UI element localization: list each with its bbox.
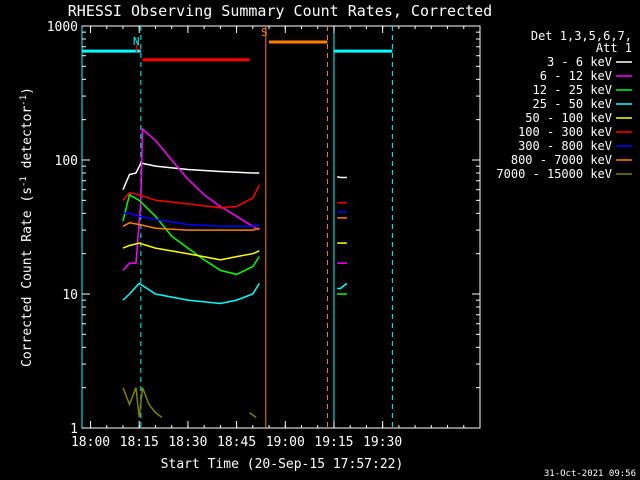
y-tick-label: 10	[62, 288, 78, 303]
series-line-6-12-kev	[122, 127, 260, 271]
plot-frame	[81, 25, 481, 429]
y-tick-label: 1	[70, 422, 78, 437]
y-axis-ticks: 1 10 100 1000	[47, 20, 480, 437]
y-axis-label-end: )	[20, 87, 35, 95]
legend-label-800-7000-kev: 800 - 7000 keV	[511, 153, 612, 167]
time-markers	[81, 26, 393, 428]
x-tick-label: 18:30	[168, 435, 207, 450]
series-line-7000-15000-kev	[122, 387, 163, 419]
x-tick-label: 18:15	[120, 435, 159, 450]
legend-label-7000-15000-kev: 7000 - 15000 keV	[496, 167, 612, 181]
legend-label-6-12-kev: 6 - 12 keV	[540, 69, 612, 83]
x-axis-label: Start Time (20-Sep-15 17:57:22)	[161, 457, 404, 472]
series-line-25-50-kev	[337, 282, 348, 290]
legend-label-300-800-kev: 300 - 800 keV	[518, 139, 612, 153]
series-line-50-100-kev	[122, 242, 260, 261]
legend-header-1: Det 1,3,5,6,7,	[531, 29, 632, 43]
x-tick-label: 18:45	[217, 435, 256, 450]
y-tick-label: 1000	[47, 20, 78, 35]
flag-label-s: S	[261, 26, 268, 39]
timestamp: 31-Oct-2021 09:56	[544, 469, 636, 479]
series-line-7000-15000-kev	[249, 412, 257, 419]
series-line-3-6-kev	[337, 175, 347, 179]
legend-label-50-100-kev: 50 - 100 keV	[525, 111, 612, 125]
y-axis-label: Corrected Count Rate (s-1 detector-1)	[19, 87, 35, 367]
y-axis-label-sup1: -1	[19, 176, 29, 187]
flag-label-n: N	[133, 35, 140, 48]
x-axis-ticks: 18:00 18:15 18:30 18:45 19:00 19:15 19:30	[71, 26, 481, 450]
chart-title: RHESSI Observing Summary Count Rates, Co…	[68, 2, 492, 20]
series-line-25-50-kev	[122, 282, 260, 305]
series-line-3-6-kev	[122, 162, 260, 190]
series-line-100-300-kev	[122, 184, 260, 209]
series-line-800-7000-kev	[122, 222, 260, 231]
flag-bars: NF S	[82, 26, 393, 62]
flag-label-f: F	[134, 44, 141, 57]
series-group	[122, 127, 348, 419]
x-tick-label: 19:15	[314, 435, 353, 450]
legend-label-25-50-kev: 25 - 50 keV	[533, 97, 612, 111]
plot-area: NFS 18:00 18:15 18:30 18:45 19:00 19:15 19:30 …	[47, 20, 481, 450]
x-tick-label: 19:30	[363, 435, 402, 450]
x-tick-label: 19:00	[266, 435, 305, 450]
legend-label-100-300-kev: 100 - 300 keV	[518, 125, 612, 139]
legend-header-2: Att 1	[596, 41, 632, 55]
y-axis-label-sup2: -1	[19, 95, 29, 106]
series-line-12-25-kev	[122, 193, 260, 276]
legend-label-12-25-kev: 12 - 25 keV	[533, 83, 612, 97]
series-line-300-800-kev	[123, 212, 260, 228]
y-axis-label-main: Corrected Count Rate (s	[20, 187, 35, 367]
legend-label-3-6-kev: 3 - 6 keV	[547, 55, 612, 69]
y-tick-label: 100	[55, 154, 78, 169]
y-axis-label-mid: detector	[20, 106, 35, 177]
x-tick-label: 18:00	[71, 435, 110, 450]
